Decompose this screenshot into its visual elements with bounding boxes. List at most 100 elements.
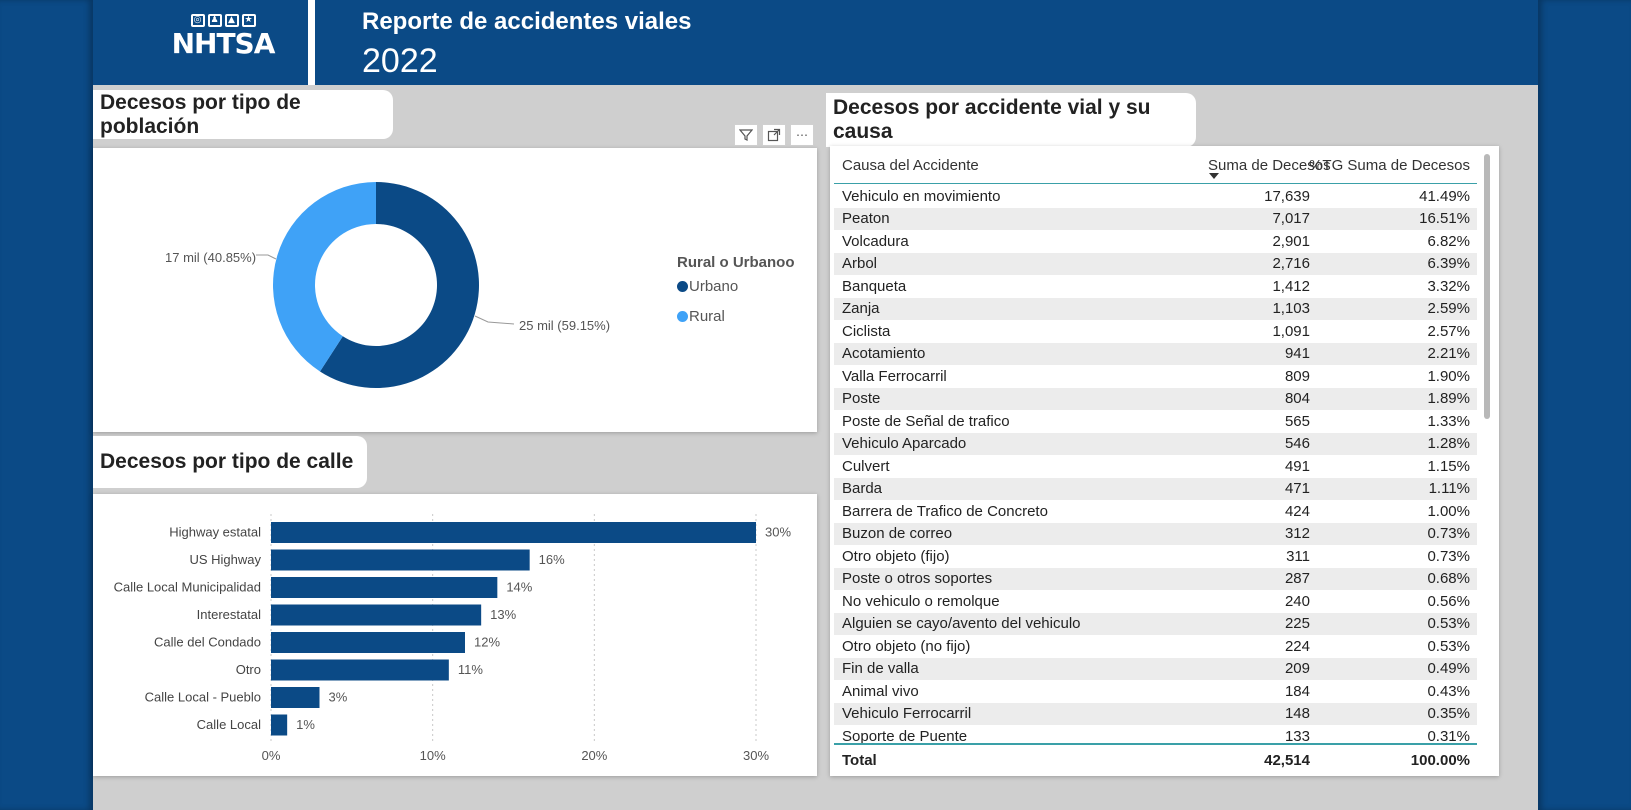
cell-porcentaje: 1.89% (1427, 390, 1470, 408)
right-margin (1538, 0, 1631, 810)
table-total-row: Total 42,514 100.00% (834, 743, 1477, 773)
x-tick-label: 0% (262, 748, 281, 763)
cell-decesos: 209 (1284, 660, 1310, 678)
star-icon: ★ (241, 14, 256, 27)
table-row[interactable]: Poste 804 1.89% (834, 387, 1477, 410)
col-header-suma[interactable]: Suma de Decesos (1208, 157, 1331, 174)
cell-causa: Barda (842, 480, 883, 498)
report-canvas: ◎ ♟ ▲ ★ NHTSA Reporte de accidentes vial… (93, 0, 1538, 810)
leader-line-rural (256, 254, 277, 260)
data-label: 12% (474, 635, 500, 650)
table-row[interactable]: Soporte de Puente 133 0.31% (834, 725, 1477, 748)
cell-causa: Vehiculo Aparcado (842, 435, 967, 453)
cell-decesos: 148 (1284, 705, 1310, 723)
table-row[interactable]: Vehiculo Ferrocarril 148 0.35% (834, 702, 1477, 725)
donut-title: Decesos por tipo de población (93, 90, 393, 139)
table-scrollbar[interactable] (1484, 154, 1490, 419)
table-row[interactable]: Buzon de correo 312 0.73% (834, 522, 1477, 545)
cell-decesos: 565 (1284, 412, 1310, 430)
table-row[interactable]: Zanja 1,103 2.59% (834, 297, 1477, 320)
cell-causa: Peaton (842, 210, 890, 228)
table-row[interactable]: Vehiculo Aparcado 546 1.28% (834, 432, 1477, 455)
category-label: Calle Local - Pueblo (145, 690, 261, 705)
causes-table: Causa del Accidente Suma de Decesos %TG … (830, 146, 1499, 776)
table-row[interactable]: No vehiculo o remolque 240 0.56% (834, 590, 1477, 613)
cell-causa: Valla Ferrocarril (842, 367, 947, 385)
table-row[interactable]: Culvert 491 1.15% (834, 455, 1477, 478)
bar-panel: 0% 10% 20% 30% Highway estatal 30% US Highway 1… (93, 494, 817, 776)
data-label: 1% (296, 717, 315, 732)
bar (271, 714, 288, 736)
table-row[interactable]: Volcadura 2,901 6.82% (834, 230, 1477, 253)
cell-decesos: 17,639 (1264, 187, 1310, 205)
cell-porcentaje: 0.53% (1427, 637, 1470, 655)
bar (271, 604, 482, 626)
cell-porcentaje: 2.21% (1427, 345, 1470, 363)
table-row[interactable]: Poste de Señal de trafico 565 1.33% (834, 410, 1477, 433)
table-row[interactable]: Fin de valla 209 0.49% (834, 657, 1477, 680)
data-label: 16% (539, 552, 565, 567)
table-row[interactable]: Valla Ferrocarril 809 1.90% (834, 365, 1477, 388)
visual-toolbar: ⋯ (734, 124, 814, 146)
category-label: Highway estatal (169, 525, 261, 540)
col-header-porcentaje[interactable]: %TG Suma de Decesos (1309, 157, 1470, 174)
filter-icon[interactable] (734, 124, 758, 146)
donut-chart (256, 182, 515, 388)
cell-causa: No vehiculo o remolque (842, 592, 1000, 610)
cell-decesos: 287 (1284, 570, 1310, 588)
cell-decesos: 312 (1284, 525, 1310, 543)
cell-causa: Ciclista (842, 322, 891, 340)
category-label: Interestatal (197, 607, 261, 622)
cell-decesos: 491 (1284, 457, 1310, 475)
table-row[interactable]: Animal vivo 184 0.43% (834, 680, 1477, 703)
col-header-causa[interactable]: Causa del Accidente (842, 157, 979, 174)
donut-slice-urbano (319, 182, 480, 388)
category-label: Calle del Condado (154, 635, 261, 650)
report-year: 2022 (362, 42, 438, 80)
report-header: ◎ ♟ ▲ ★ NHTSA Reporte de accidentes vial… (93, 0, 1538, 85)
cell-porcentaje: 1.33% (1427, 412, 1470, 430)
nhtsa-logo: ◎ ♟ ▲ ★ NHTSA (163, 14, 283, 64)
total-label: Total (842, 752, 877, 769)
cell-decesos: 2,716 (1272, 255, 1310, 273)
table-row[interactable]: Peaton 7,017 16.51% (834, 207, 1477, 230)
donut-slice-rural (273, 182, 376, 372)
cell-porcentaje: 0.53% (1427, 615, 1470, 633)
logo-text: NHTSA (171, 27, 276, 60)
table-row[interactable]: Otro objeto (no fijo) 224 0.53% (834, 635, 1477, 658)
cell-porcentaje: 6.82% (1427, 232, 1470, 250)
focus-mode-icon[interactable] (762, 124, 786, 146)
more-options-icon[interactable]: ⋯ (790, 124, 814, 146)
table-row[interactable]: Banqueta 1,412 3.32% (834, 275, 1477, 298)
cell-decesos: 1,091 (1272, 322, 1310, 340)
table-row[interactable]: Poste o otros soportes 287 0.68% (834, 567, 1477, 590)
table-row[interactable]: Acotamiento 941 2.21% (834, 342, 1477, 365)
table-row[interactable]: Barda 471 1.11% (834, 477, 1477, 500)
cell-porcentaje: 0.68% (1427, 570, 1470, 588)
donut-panel: 17 mil (40.85%) 25 mil (59.15%) (93, 148, 817, 432)
total-decesos: 42,514 (1264, 752, 1310, 769)
sort-desc-icon (1209, 173, 1219, 179)
table-row[interactable]: Barrera de Trafico de Concreto 424 1.00% (834, 500, 1477, 523)
table-row[interactable]: Alguien se cayo/avento del vehiculo 225 0.… (834, 612, 1477, 635)
legend-item-urbano[interactable]: Urbano (677, 278, 738, 295)
bar (271, 632, 465, 653)
cell-causa: Poste (842, 390, 881, 408)
legend-item-rural[interactable]: Rural (677, 308, 725, 325)
cell-causa: Poste de Señal de trafico (842, 412, 1010, 430)
cell-causa: Culvert (842, 457, 890, 475)
leader-line-urbano (474, 315, 515, 325)
data-label: 14% (506, 580, 532, 595)
table-row[interactable]: Vehiculo en movimiento 17,639 41.49% (834, 185, 1477, 208)
cell-causa: Banqueta (842, 277, 907, 295)
x-tick-label: 10% (420, 748, 446, 763)
table-row[interactable]: Otro objeto (fijo) 311 0.73% (834, 545, 1477, 568)
table-row[interactable]: Ciclista 1,091 2.57% (834, 320, 1477, 343)
cell-porcentaje: 1.90% (1427, 367, 1470, 385)
table-header: Causa del Accidente Suma de Decesos %TG … (834, 146, 1477, 184)
cell-porcentaje: 2.57% (1427, 322, 1470, 340)
data-label: 30% (765, 525, 791, 540)
table-row[interactable]: Arbol 2,716 6.39% (834, 252, 1477, 275)
table-title: Decesos por accidente vial y su causa (826, 93, 1196, 147)
cell-causa: Acotamiento (842, 345, 926, 363)
